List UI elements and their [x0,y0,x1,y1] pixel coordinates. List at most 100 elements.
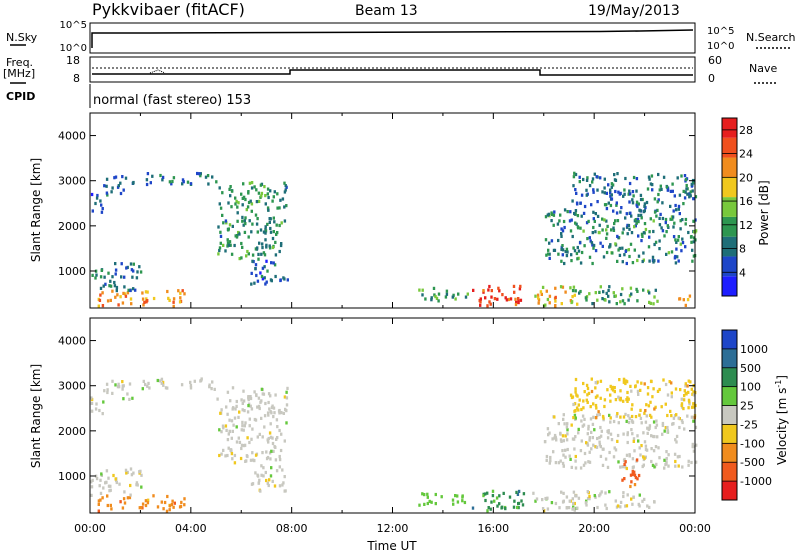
echo-cell [104,481,107,485]
echo-cell [653,295,656,299]
echo-cell [222,243,225,247]
echo-cell [101,207,104,211]
cpid-text: normal (fast stereo) 153 [93,93,251,108]
echo-cell [625,466,628,471]
echo-cell [96,193,99,198]
echo-cell [657,192,660,197]
echo-cell [557,238,560,243]
echo-cell [586,400,589,404]
echo-cell [258,406,261,411]
echo-cell [637,202,640,206]
echo-cell [596,394,599,398]
echo-cell [692,449,696,453]
echo-cell [648,230,651,234]
echo-cell [592,190,595,194]
echo-cell [549,459,552,463]
echo-cell [106,503,109,508]
echo-cell [215,180,218,184]
echo-cell [631,469,634,473]
echo-cell [623,192,626,196]
echo-cell [606,436,610,440]
echo-cell [260,416,263,420]
echo-cell [126,392,129,396]
echo-cell [143,300,146,304]
echo-cell [487,288,490,292]
echo-cell [680,403,683,407]
echo-cell [575,251,579,256]
colorbar-tick-label: -100 [740,437,765,450]
echo-cell [162,383,165,387]
echo-cell [599,445,602,449]
echo-cell [180,383,184,387]
echo-cell [489,302,492,306]
echo-cell [166,494,169,499]
echo-cell [271,479,274,483]
power-ylabel: Slant Range [km] [29,158,43,262]
echo-cell [596,298,599,302]
x-tick-label: 00:00 [679,522,711,535]
echo-cell [619,191,622,195]
echo-cell [220,430,223,434]
echo-cell [99,275,103,279]
echo-cell [650,459,653,464]
echo-cell [112,473,115,478]
colorbar-tick-label: 4 [739,266,746,279]
echo-cell [241,219,244,223]
echo-cell [680,419,684,423]
echo-cell [598,494,601,498]
echo-cell [554,286,557,290]
echo-cell [575,191,578,195]
echo-cell [148,386,151,390]
echo-cell [647,427,650,431]
colorbar-swatch [722,424,737,444]
echo-cell [264,282,267,286]
echo-cell [230,436,233,440]
echo-cell [285,185,288,189]
echo-cell [656,435,659,439]
colorbar-tick-label: 25 [740,400,754,413]
echo-cell [127,288,130,292]
echo-cell [691,445,694,449]
echo-cell [599,241,602,245]
echo-cell [504,296,507,300]
echo-cell [608,490,611,494]
colorbar-swatch [722,405,737,425]
echo-cell [502,491,505,495]
echo-cell [520,499,523,503]
echo-cell [679,388,682,392]
echo-cell [625,453,629,457]
echo-cell [250,181,254,185]
echo-cell [273,263,277,267]
echo-cell [557,461,561,465]
echo-cell [636,434,639,438]
echo-cell [665,460,668,464]
echo-cell [552,223,555,227]
echo-cell [566,250,569,254]
echo-cell [110,190,113,194]
echo-cell [206,174,210,178]
echo-cell [283,190,287,194]
echo-cell [643,440,647,444]
echo-cell [158,379,162,383]
echo-cell [101,291,104,295]
echo-cell [117,382,120,386]
echo-cell [607,288,610,293]
echo-cell [257,396,261,400]
echo-cell [660,226,663,230]
echo-cell [109,279,112,283]
echo-cell [548,241,551,245]
echo-cell [660,187,663,191]
echo-cell [620,206,623,210]
echo-cell [599,396,602,400]
echo-cell [244,421,247,425]
echo-cell [278,223,281,228]
colorbar-tick-label: 28 [739,124,753,137]
echo-cell [644,409,647,413]
echo-cell [684,178,688,182]
echo-cell [612,455,616,459]
echo-cell [282,481,285,485]
echo-cell [120,275,123,279]
echo-cell [562,439,565,443]
echo-cell [609,393,612,397]
echo-cell [268,244,271,248]
